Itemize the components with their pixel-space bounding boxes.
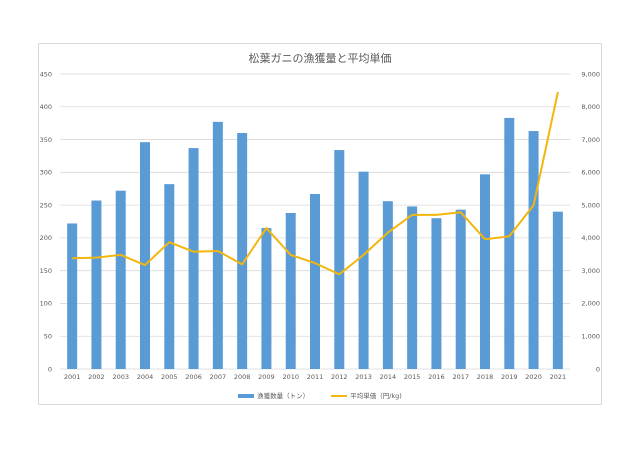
legend-label-price: 平均単価（円/kg): [350, 392, 402, 400]
bar: [164, 184, 175, 369]
axes: 0 50 100 150 200 250 300 350 400 450 0 1,000 2,000 3,…: [40, 70, 600, 381]
legend-item-price: 平均単価（円/kg): [331, 390, 402, 400]
bar: [285, 212, 296, 369]
y-right-tick-label: 4,000: [581, 234, 600, 242]
y-left-tick-label: 200: [40, 234, 52, 242]
x-tick-label: 2004: [137, 373, 154, 381]
x-tick-label: 2012: [331, 373, 348, 381]
x-tick-label: 2013: [355, 373, 372, 381]
y-left-tick-label: 400: [40, 103, 52, 111]
bar: [237, 133, 248, 369]
x-tick-label: 2011: [307, 373, 324, 381]
bar: [455, 209, 466, 369]
y-left-tick-label: 300: [40, 169, 52, 177]
line-series: [72, 91, 559, 276]
bar-series: [67, 117, 563, 369]
x-tick-label: 2002: [88, 373, 105, 381]
x-tick-label: 2019: [501, 373, 518, 381]
bar: [480, 174, 490, 369]
y-right-tick-label: 6,000: [581, 169, 600, 177]
x-tick-label: 2017: [452, 373, 469, 381]
bar: [91, 200, 102, 369]
y-left-tick-label: 150: [40, 267, 52, 275]
price-line: [72, 91, 559, 276]
bar: [115, 190, 126, 369]
bar: [552, 211, 563, 369]
legend-item-catch: 漁獲数量（トン）: [238, 390, 309, 400]
bar: [334, 150, 345, 369]
x-tick-label: 2018: [477, 373, 494, 381]
x-tick-label: 2005: [161, 373, 178, 381]
y-left-tick-label: 450: [40, 70, 52, 78]
x-tick-label: 2003: [112, 373, 129, 381]
x-tick-label: 2016: [428, 373, 445, 381]
bar: [431, 218, 442, 369]
bar: [310, 193, 320, 369]
x-tick-label: 2015: [404, 373, 421, 381]
bar: [382, 201, 393, 369]
y-right-tick-label: 5,000: [581, 201, 600, 209]
x-tick-label: 2008: [234, 373, 251, 381]
y-right-tick-label: 3,000: [581, 267, 600, 275]
y-left-tick-label: 250: [40, 201, 52, 209]
y-right-tick-label: 2,000: [581, 300, 600, 308]
y-right-tick-label: 7,000: [581, 136, 600, 144]
x-tick-label: 2021: [550, 373, 567, 381]
x-tick-label: 2010: [282, 373, 299, 381]
y-right-tick-label: 8,000: [581, 103, 600, 111]
x-tick-label: 2001: [64, 373, 81, 381]
bar: [261, 228, 272, 369]
x-tick-label: 2014: [380, 373, 397, 381]
bar: [188, 148, 199, 369]
bar: [407, 206, 418, 369]
y-left-tick-label: 100: [40, 300, 52, 308]
y-left-tick-label: 350: [40, 136, 52, 144]
bar: [528, 131, 539, 369]
y-right-tick-label: 9,000: [581, 70, 600, 78]
chart-title: 松葉ガニの漁獲量と平均単価: [248, 52, 392, 65]
x-tick-label: 2007: [210, 373, 227, 381]
bar: [67, 223, 78, 369]
legend: 漁獲数量（トン） 平均単価（円/kg): [0, 390, 640, 400]
y-left-tick-label: 50: [44, 333, 52, 341]
y-right-tick-label: 0: [596, 365, 600, 373]
x-tick-label: 2009: [258, 373, 275, 381]
bar: [504, 117, 515, 369]
y-right-tick-label: 1,000: [581, 333, 600, 341]
legend-line-swatch: [331, 395, 348, 397]
x-tick-label: 2006: [185, 373, 202, 381]
bar: [212, 121, 223, 369]
y-left-tick-label: 0: [48, 365, 52, 373]
x-tick-label: 2020: [525, 373, 542, 381]
legend-bar-swatch: [238, 394, 255, 398]
bar: [140, 142, 150, 369]
legend-label-catch: 漁獲数量（トン）: [257, 392, 310, 400]
bar: [358, 171, 369, 369]
